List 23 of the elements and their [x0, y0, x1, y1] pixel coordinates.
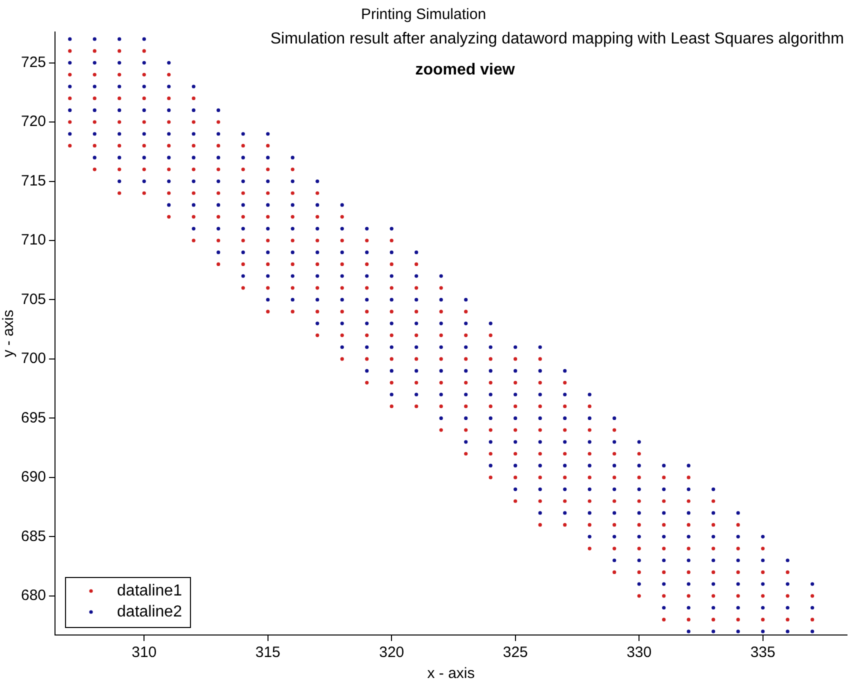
x-tick-label: 325 — [502, 644, 528, 662]
y-tick-label: 725 — [20, 54, 46, 71]
chart-title: Printing Simulation — [360, 6, 486, 24]
y-tick-label: 705 — [20, 290, 46, 308]
y-tick-label: 680 — [20, 587, 46, 604]
y-tick-label: 685 — [20, 528, 46, 545]
x-tick-label: 320 — [379, 644, 404, 662]
y-tick-label: 695 — [20, 409, 46, 426]
y-tick-label: 700 — [20, 350, 46, 368]
y-tick-label: 690 — [20, 468, 46, 486]
y-axis-title: y - axis — [0, 310, 18, 358]
x-tick-label: 310 — [132, 644, 157, 662]
y-tick-label: 720 — [20, 113, 46, 130]
x-tick-label: 315 — [255, 644, 280, 662]
legend-label: dataline2 — [117, 603, 182, 620]
y-tick-label: 715 — [20, 172, 46, 190]
y-tick-label: 710 — [20, 232, 46, 249]
x-tick-label: 330 — [626, 644, 652, 662]
x-axis-title: x - axis — [427, 665, 475, 682]
legend-label: dataline1 — [117, 582, 182, 600]
x-tick-label: 335 — [750, 644, 776, 662]
annotation: zoomed view — [415, 61, 516, 78]
annotation: Simulation result after analyzing dataword mapping with Least Squares algorithm — [270, 30, 844, 48]
